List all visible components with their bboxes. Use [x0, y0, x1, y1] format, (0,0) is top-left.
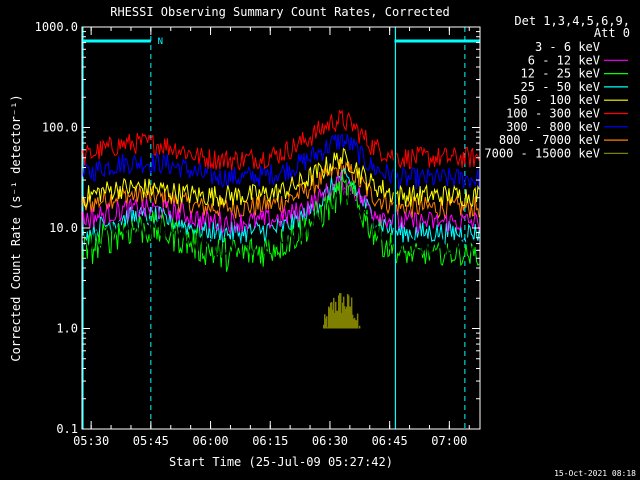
series-line-6: [81, 132, 480, 190]
series-line-7: [81, 158, 480, 220]
x-tick-label: 06:30: [312, 434, 348, 448]
series-line-1: [81, 172, 480, 235]
x-axis-label: Start Time (25-Jul-09 05:27:42): [169, 455, 393, 469]
series-line-4: [81, 147, 480, 208]
plot-area: N: [81, 27, 480, 429]
y-tick-label: 1.0: [56, 322, 78, 336]
x-tick-label: 06:15: [252, 434, 288, 448]
legend-label: 7000 - 15000 keV: [484, 146, 600, 160]
y-tick-label: 1000.0: [35, 20, 78, 34]
legend-label: 6 - 12 keV: [528, 53, 600, 67]
x-tick-label: 05:30: [73, 434, 109, 448]
series-line-0: [81, 188, 480, 260]
chart-title: RHESSI Observing Summary Count Rates, Co…: [110, 5, 450, 19]
legend-label: 12 - 25 keV: [521, 67, 600, 81]
x-tick-label: 06:45: [372, 434, 408, 448]
x-tick-label: 06:00: [192, 434, 228, 448]
legend-label: 300 - 800 keV: [506, 120, 600, 134]
y-tick-label: 10.0: [49, 221, 78, 235]
legend-label: 50 - 100 keV: [513, 93, 600, 107]
legend-label: 25 - 50 keV: [521, 80, 600, 94]
footer-date: 15-Oct-2021 08:18: [554, 469, 636, 478]
legend-label: 3 - 6 keV: [535, 40, 600, 54]
y-tick-label: 0.1: [56, 422, 78, 436]
interval-label: N: [158, 37, 163, 47]
series-line-5: [81, 109, 480, 171]
legend-header-line2: Att 0: [594, 26, 630, 40]
legend-label: 100 - 300 keV: [506, 107, 600, 121]
x-tick-label: 05:45: [133, 434, 169, 448]
y-axis: 1000.0 100.0 10.0 1.0 0.1: [35, 20, 480, 436]
legend-label: 800 - 7000 keV: [499, 133, 600, 147]
x-tick-label: 07:00: [431, 434, 467, 448]
y-axis-label: Corrected Count Rate (s⁻¹ detector⁻¹): [9, 94, 23, 361]
legend-header-line1: Det 1,3,4,5,6,9,: [514, 14, 630, 28]
x-axis: 05:30 05:45 06:00 06:15 06:30 06:45 07:00: [73, 27, 470, 448]
y-tick-label: 100.0: [42, 121, 78, 135]
